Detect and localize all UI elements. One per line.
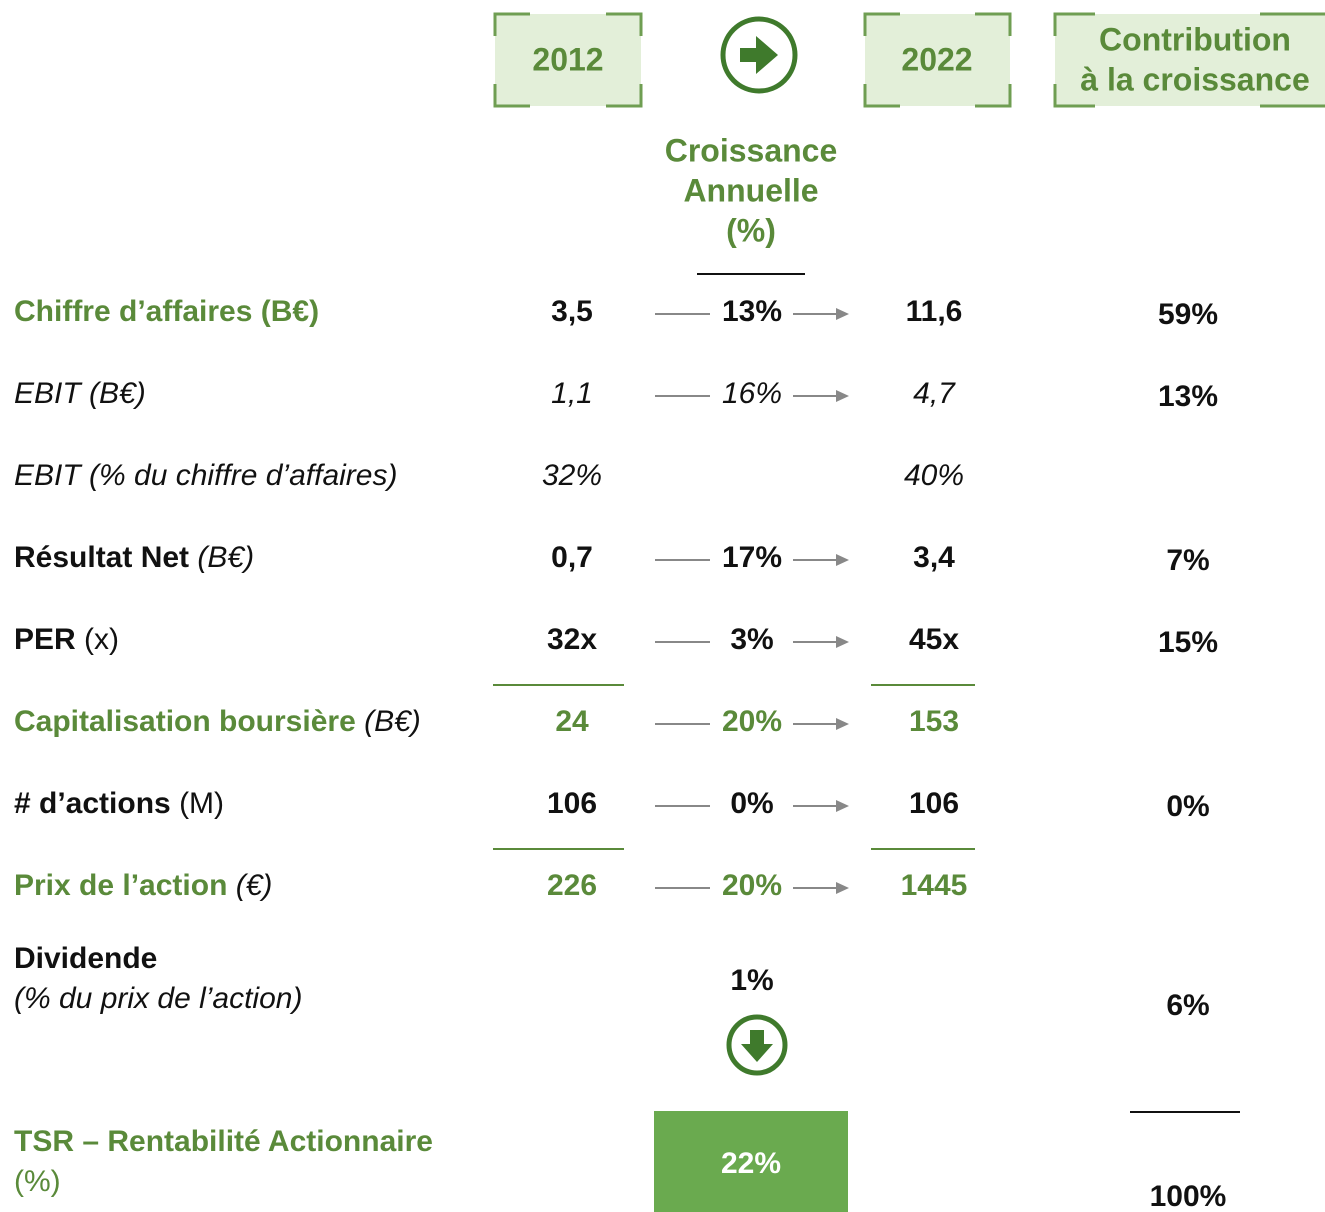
row-label-main: # d’actions [14,787,171,820]
growth-value: 17% [722,541,782,574]
start-value: 32% [542,459,602,492]
tsr-value: 22% [721,1147,781,1180]
end-value: 1445 [901,869,968,902]
dividend-sublabel: (% du prix de l’action) [14,982,302,1015]
end-value: 4,7 [913,377,956,410]
row-label-main: EBIT (% du chiffre d’affaires) [14,459,397,492]
contribution-value: 13% [1158,380,1218,413]
row-label-unit: (B€) [364,705,421,738]
row-label-unit: (€) [236,869,273,902]
start-value: 32x [547,623,597,656]
arrow-head [836,308,849,320]
header-contribution: à la croissance [1080,61,1309,97]
end-value: 45x [909,623,959,656]
end-value: 106 [909,787,959,820]
row-label-unit: (M) [179,787,224,820]
start-value: 0,7 [551,541,593,574]
header-growth: Annuelle [683,172,818,208]
arrow-head [836,554,849,566]
dividend-label: Dividende [14,942,157,975]
growth-value: 0% [730,787,773,820]
row-label-main: PER [14,623,76,656]
contribution-value: 59% [1158,298,1218,331]
separators [493,684,975,850]
growth-value: 16% [722,377,782,410]
row-label-main: EBIT (B€) [14,377,146,410]
row-label: Capitalisation boursière (B€) [14,705,421,738]
arrow-head [836,882,849,894]
contribution-value: 7% [1166,544,1209,577]
tsr-label: TSR – Rentabilité Actionnaire [14,1125,433,1158]
arrow-head [836,636,849,648]
row-label-main: Résultat Net [14,541,189,574]
tsr-contribution: 100% [1150,1180,1227,1212]
end-value: 11,6 [906,295,963,328]
contribution-value: 15% [1158,626,1218,659]
growth-value: 20% [722,869,782,902]
header-end: 2022 [901,41,972,77]
row-label-unit: (B€) [197,541,254,574]
arrow-head [836,800,849,812]
header-contribution: Contribution [1099,21,1291,57]
growth-value: 20% [722,705,782,738]
header-boxes [493,12,1325,108]
row-label: # d’actions (M) [14,787,224,820]
row-label: Prix de l’action (€) [14,869,272,902]
contribution-value: 0% [1166,790,1209,823]
start-value: 3,5 [551,295,593,328]
start-value: 24 [555,705,589,738]
dividend-growth: 1% [730,964,773,997]
end-value: 153 [909,705,959,738]
arrow-head [836,718,849,730]
right-arrow-icon [720,16,798,94]
row-label-main: Chiffre d’affaires (B€) [14,295,319,328]
start-value: 1,1 [551,377,593,410]
header-growth: Croissance [665,132,838,168]
header-growth: (%) [726,212,776,248]
tsr-sublabel: (%) [14,1165,61,1198]
row-label: Chiffre d’affaires (B€) [14,295,319,328]
row-label: EBIT (B€) [14,377,146,410]
growth-value: 3% [730,623,773,656]
arrow-head [836,390,849,402]
row-label: Résultat Net (B€) [14,541,254,574]
end-value: 40% [904,459,964,492]
growth-value: 13% [722,295,782,328]
dividend-contribution: 6% [1166,989,1209,1022]
row-label-unit: (x) [84,623,119,656]
tsr-box [654,1111,848,1212]
row-label-main: Capitalisation boursière [14,705,356,738]
row-label: PER (x) [14,623,119,656]
row-label: EBIT (% du chiffre d’affaires) [14,459,397,492]
start-value: 226 [547,869,597,902]
row-label-main: Prix de l’action [14,869,227,902]
header-start: 2012 [532,41,603,77]
start-value: 106 [547,787,597,820]
down-arrow-icon [726,1014,788,1076]
end-value: 3,4 [913,541,955,574]
